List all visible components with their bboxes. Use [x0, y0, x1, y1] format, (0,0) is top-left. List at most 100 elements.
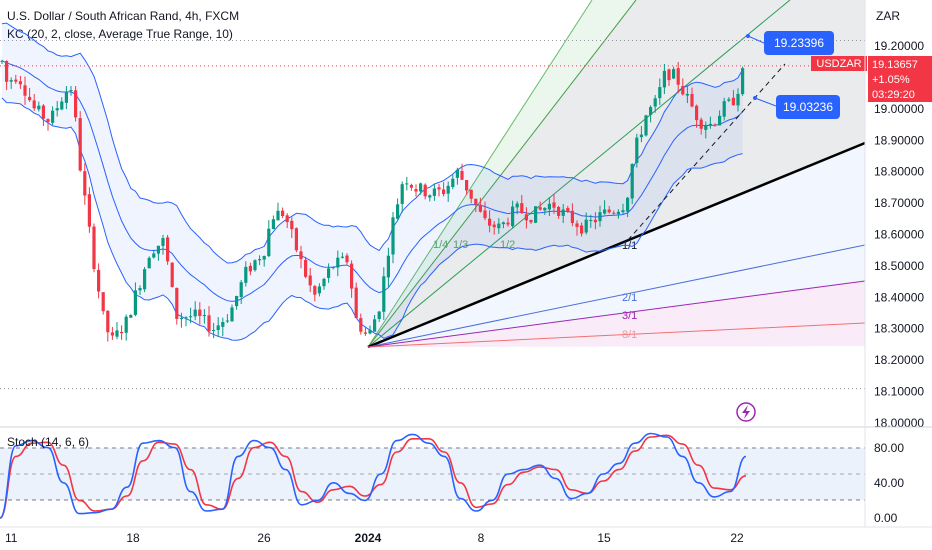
candle-body-102 [469, 189, 473, 199]
candle-body-146 [672, 69, 676, 79]
candle-body-91 [419, 183, 423, 192]
candle-body-33 [152, 253, 156, 258]
candle-body-86 [396, 204, 400, 219]
fan-label-3-1: 3/1 [622, 310, 637, 322]
candle-body-113 [520, 203, 524, 214]
candle-body-67 [308, 275, 312, 286]
candle-body-124 [570, 210, 574, 223]
candle-body-64 [294, 228, 298, 251]
horizontal-lines [0, 40, 865, 390]
candle-body-158 [727, 99, 731, 101]
candle-body-139 [639, 134, 643, 138]
currency-label: ZAR [876, 9, 900, 23]
candle-body-156 [718, 115, 722, 126]
candle-body-101 [465, 180, 469, 191]
candle-body-34 [156, 245, 160, 254]
candle-body-108 [497, 223, 501, 229]
time-tick-1: 18 [126, 531, 140, 545]
candle-body-2 [9, 80, 13, 82]
candle-body-100 [460, 171, 464, 180]
stoch-tick-0: 0.00 [874, 511, 898, 525]
candle-body-29 [133, 290, 137, 315]
candle-body-133 [612, 212, 616, 214]
keltner-fill [2, 23, 743, 341]
gann-fan[interactable] [367, 0, 866, 349]
time-tick-5: 15 [597, 531, 611, 545]
candle-body-70 [322, 278, 326, 287]
fan-label-8-1: 8/1 [622, 329, 637, 341]
candle-body-128 [589, 220, 593, 221]
candle-body-140 [644, 115, 648, 136]
candle-body-58 [267, 228, 271, 257]
candle-body-44 [202, 315, 206, 317]
candle-body-103 [474, 198, 478, 205]
candle-body-41 [189, 316, 193, 318]
candle-body-45 [207, 315, 211, 332]
candle-body-78 [359, 318, 363, 332]
candle-body-110 [506, 222, 510, 225]
candle-body-105 [483, 210, 487, 219]
price-tag: USDZAR 19.13657 +1.05% 03:29:20 [811, 56, 932, 102]
candle-body-142 [653, 98, 657, 107]
candle-body-132 [607, 209, 611, 213]
candle-body-96 [442, 189, 446, 195]
candle-body-30 [138, 288, 142, 291]
callout-upper[interactable]: 19.23396 [746, 31, 834, 55]
candle-body-21 [97, 269, 101, 292]
candle-body-39 [179, 317, 183, 320]
candle-body-13 [60, 101, 64, 110]
candle-body-89 [409, 184, 413, 188]
chart-title: U.S. Dollar / South African Rand, 4h, FX… [7, 9, 239, 23]
candle-body-4 [18, 81, 22, 85]
candle-body-59 [271, 219, 275, 229]
candle-body-148 [681, 86, 685, 95]
candle-body-106 [488, 218, 492, 226]
time-tick-6: 22 [730, 531, 744, 545]
time-tick-3: 2024 [355, 531, 382, 545]
price-tick-11: 18.10000 [874, 385, 924, 399]
candle-body-26 [120, 331, 124, 334]
candle-body-15 [69, 90, 73, 92]
time-tick-2: 26 [257, 531, 271, 545]
candle-body-135 [621, 210, 625, 213]
callout-lower[interactable]: 19.03236 [753, 95, 840, 119]
candle-body-63 [290, 220, 294, 230]
candle-body-77 [354, 287, 358, 318]
keltner-lower [1, 97, 743, 341]
candle-body-74 [340, 256, 344, 258]
stoch-tick-80: 80.00 [874, 441, 904, 455]
price-tick-4: 18.80000 [874, 165, 924, 179]
candle-body-17 [78, 118, 82, 171]
candle-body-84 [386, 255, 390, 278]
time-axis[interactable]: 11 18 26 2024 8 15 22 [5, 531, 744, 545]
lightning-icon[interactable] [736, 402, 756, 422]
candle-body-138 [635, 137, 639, 163]
candle-body-5 [23, 85, 27, 96]
candle-body-80 [368, 330, 372, 334]
candle-body-141 [649, 107, 653, 115]
projection-line[interactable] [627, 63, 786, 241]
fan-label-2-1: 2/1 [622, 292, 637, 304]
price-tag-symbol: USDZAR [816, 58, 861, 70]
candle-body-79 [363, 332, 367, 334]
candle-body-6 [28, 96, 32, 101]
candle-body-112 [515, 203, 519, 208]
candle-body-52 [239, 282, 243, 297]
candle-body-46 [212, 330, 216, 331]
candle-body-115 [529, 219, 533, 223]
candle-body-1 [5, 61, 9, 82]
candle-body-159 [731, 97, 735, 106]
candle-body-126 [580, 225, 584, 234]
candle-body-90 [414, 189, 418, 192]
price-tick-6: 18.60000 [874, 228, 924, 242]
price-tick-0: 19.20000 [874, 39, 924, 53]
candle-body-83 [382, 276, 386, 312]
candle-body-154 [708, 123, 712, 126]
price-tag-countdown: 03:29:20 [872, 89, 915, 101]
candle-body-131 [603, 209, 607, 214]
candle-body-36 [166, 237, 170, 262]
candle-body-149 [685, 93, 689, 96]
candle-body-118 [543, 208, 547, 211]
candle-body-3 [14, 79, 18, 82]
